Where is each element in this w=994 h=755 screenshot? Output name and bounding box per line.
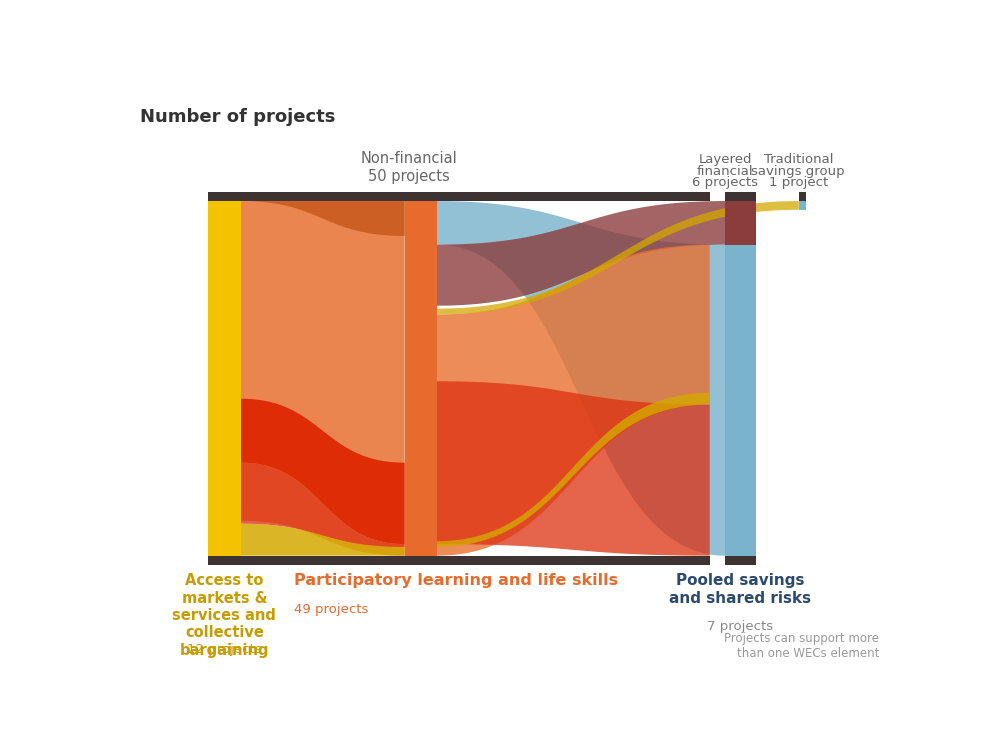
Text: Number of projects: Number of projects	[139, 108, 335, 126]
Polygon shape	[241, 201, 405, 236]
Text: 1 project: 1 project	[768, 177, 828, 190]
Bar	[799, 192, 805, 201]
Text: Pooled savings
and shared risks: Pooled savings and shared risks	[670, 573, 811, 606]
Polygon shape	[241, 463, 405, 547]
Bar	[726, 192, 756, 201]
Bar	[405, 201, 437, 556]
Text: 50 projects: 50 projects	[369, 168, 450, 183]
Bar	[726, 201, 756, 556]
Text: Access to
markets &
services and
collective
bargaining: Access to markets & services and collect…	[172, 573, 276, 658]
Polygon shape	[437, 393, 710, 547]
Text: Participatory learning and life skills: Participatory learning and life skills	[294, 573, 618, 588]
Text: 49 projects: 49 projects	[294, 603, 368, 616]
Polygon shape	[437, 201, 726, 306]
Text: Layered: Layered	[699, 153, 751, 166]
Bar	[208, 201, 241, 556]
Text: 12 projects: 12 projects	[187, 643, 261, 656]
Polygon shape	[241, 524, 405, 556]
Polygon shape	[241, 201, 405, 556]
Text: Traditional: Traditional	[763, 153, 833, 166]
Text: savings group: savings group	[751, 165, 845, 178]
Text: 7 projects: 7 projects	[708, 620, 773, 633]
Text: Projects can support more
than one WECs element: Projects can support more than one WECs …	[725, 633, 880, 661]
Bar	[726, 556, 756, 565]
Bar	[208, 192, 710, 201]
Text: financial: financial	[697, 165, 753, 178]
Polygon shape	[437, 381, 710, 556]
Bar	[726, 201, 756, 245]
Bar	[208, 556, 710, 565]
Text: Non-financial: Non-financial	[361, 151, 457, 166]
Polygon shape	[437, 201, 726, 556]
Polygon shape	[437, 201, 799, 314]
Polygon shape	[437, 245, 710, 556]
Text: 6 projects: 6 projects	[692, 177, 758, 190]
Polygon shape	[241, 399, 405, 544]
Bar	[799, 201, 805, 210]
